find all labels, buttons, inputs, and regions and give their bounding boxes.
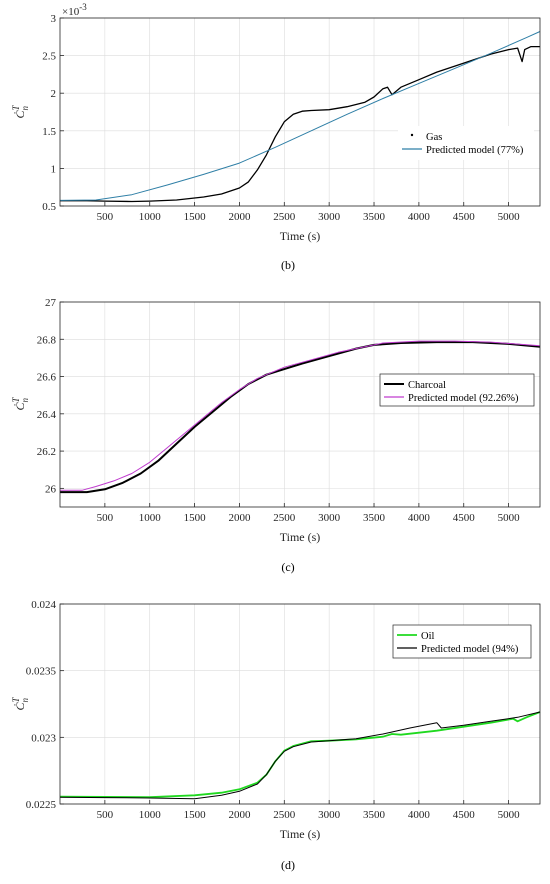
- x-tick-label: 4500: [453, 809, 476, 821]
- y-tick-label: 26: [45, 483, 57, 495]
- panel-d: 500 1000 1500 2000 2500 3000 3500 4000 4500 5000 0…: [11, 599, 541, 872]
- y-tick-label: 1.5: [42, 126, 56, 138]
- y-exponent-base: ×10: [62, 6, 80, 18]
- axes-box: [59, 301, 541, 508]
- y-tick-label: 2: [51, 88, 57, 100]
- y-axis-label: ĊTn: [11, 697, 30, 711]
- x-tick-label: 2500: [273, 211, 296, 223]
- y-tick-label: 27: [45, 297, 57, 309]
- y-tick-label: 0.023: [31, 732, 56, 744]
- x-tick-label: 4000: [408, 512, 431, 524]
- legend-swatch: [410, 133, 414, 137]
- series-line-2: [59, 31, 541, 201]
- legend: Charcoal Predicted model (92.26%): [379, 373, 535, 407]
- y-tick-label: 26.4: [37, 409, 57, 421]
- y-axis-label: ĊTn: [11, 397, 30, 411]
- panel-caption: (b): [281, 258, 295, 272]
- x-tick-label: 4500: [453, 512, 476, 524]
- y-tick-label: 0.0235: [26, 666, 57, 678]
- legend: Oil Predicted model (94%): [392, 624, 532, 659]
- x-tick-label: 500: [97, 809, 114, 821]
- x-tick-label: 1500: [184, 809, 207, 821]
- y-tick-label: 2.5: [42, 51, 56, 63]
- legend-entry: Gas: [426, 132, 442, 143]
- series-line-2: [59, 711, 541, 800]
- panel-b: 500 1000 1500 2000 2500 3000 3500 4000 4500 5000 0…: [11, 2, 541, 272]
- x-tick-label: 4000: [408, 809, 431, 821]
- x-tick-label: 4000: [408, 211, 431, 223]
- y-axis-label: ĊTn: [11, 105, 30, 119]
- y-tick-label: 0.0225: [26, 799, 57, 811]
- y-tick-label: 1: [51, 163, 57, 175]
- x-tick-label: 2500: [273, 809, 296, 821]
- x-tick-label: 1500: [184, 211, 207, 223]
- y-exponent-power: -3: [79, 2, 87, 12]
- y-tick-label: 26.8: [37, 334, 57, 346]
- x-tick-label: 3000: [318, 211, 341, 223]
- x-tick-label: 500: [97, 512, 114, 524]
- x-tick-label: 2000: [228, 512, 251, 524]
- x-tick-label: 1000: [139, 211, 162, 223]
- x-tick-label: 1000: [139, 512, 162, 524]
- x-tick-label: 5000: [498, 211, 521, 223]
- x-tick-label: 3000: [318, 512, 341, 524]
- legend-box: [398, 126, 534, 160]
- axes-box: [59, 17, 541, 207]
- legend-entry: Predicted model (94%): [421, 644, 519, 655]
- y-tick-label: 26.6: [37, 372, 57, 384]
- panel-c: 500 1000 1500 2000 2500 3000 3500 4000 4500 5000 2…: [11, 297, 541, 574]
- x-tick-label: 3500: [363, 512, 386, 524]
- y-tick-label: 3: [51, 13, 57, 25]
- legend: Gas Predicted model (77%): [398, 126, 534, 160]
- x-tick-label: 500: [97, 211, 114, 223]
- y-tick-label: 26.2: [37, 446, 56, 458]
- x-tick-label: 5000: [498, 809, 521, 821]
- panel-caption: (d): [281, 858, 295, 872]
- x-tick-label: 3500: [363, 211, 386, 223]
- x-tick-label: 5000: [498, 512, 521, 524]
- x-tick-label: 2500: [273, 512, 296, 524]
- x-tick-label: 2000: [228, 211, 251, 223]
- x-tick-label: 3000: [318, 809, 341, 821]
- legend-entry: Charcoal: [408, 380, 446, 391]
- legend-entry: Oil: [421, 631, 435, 642]
- y-exponent-label: ×10-3: [62, 2, 87, 18]
- legend-box: [392, 624, 532, 659]
- axes-box: [59, 603, 541, 805]
- legend-box: [379, 373, 535, 407]
- x-axis-label: Time (s): [280, 229, 321, 243]
- series-line-1: [60, 45, 540, 203]
- x-tick-label: 3500: [363, 809, 386, 821]
- series-line-1: [60, 341, 541, 494]
- y-tick-label: 0.5: [42, 201, 56, 213]
- series-line-2: [60, 340, 541, 491]
- panel-caption: (c): [281, 560, 294, 574]
- y-tick-label: 0.024: [31, 599, 56, 611]
- x-tick-label: 1000: [139, 809, 162, 821]
- legend-entry: Predicted model (77%): [426, 145, 524, 156]
- x-axis-label: Time (s): [280, 530, 321, 544]
- legend-entry: Predicted model (92.26%): [408, 393, 519, 404]
- x-tick-label: 4500: [453, 211, 476, 223]
- x-tick-label: 1500: [184, 512, 207, 524]
- x-tick-label: 2000: [228, 809, 251, 821]
- x-axis-label: Time (s): [280, 827, 321, 841]
